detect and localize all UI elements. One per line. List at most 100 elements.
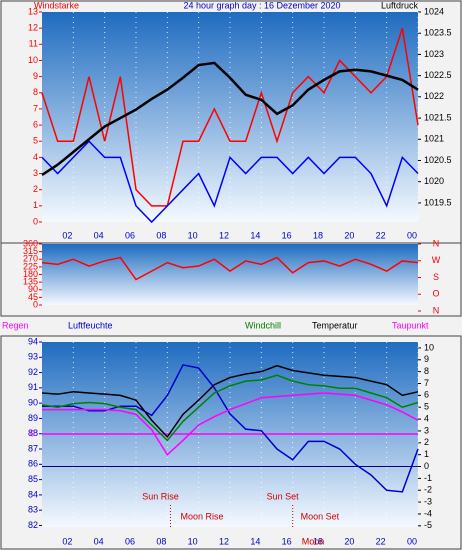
- y2-tick-label: 10: [424, 342, 434, 352]
- y2-tick-label: -4: [424, 508, 432, 518]
- y2-tick-label: 1022: [424, 91, 444, 101]
- y2-tick-label: 1019.5: [424, 197, 452, 207]
- y2-tick-label: N: [433, 305, 440, 315]
- y-tick-label: 360: [23, 238, 38, 248]
- x-tick-label: 16: [282, 230, 292, 240]
- y-tick-label: 225: [23, 261, 38, 271]
- x-tick-label: 04: [94, 536, 104, 546]
- y2-tick-label: W: [432, 255, 441, 265]
- x-tick-label: 22: [376, 230, 386, 240]
- y-tick-label: 270: [23, 254, 38, 264]
- legend-windchill: Windchill: [245, 320, 281, 330]
- x-tick-label: 06: [125, 536, 135, 546]
- annotation: Sun Set: [267, 491, 300, 501]
- y-tick-label: 90: [28, 398, 38, 408]
- y2-tick-label: 5: [424, 402, 429, 412]
- y2-tick-label: 1021: [424, 134, 444, 144]
- series-line: [41, 256, 419, 281]
- y2-tick-label: -5: [424, 520, 432, 530]
- y2-tick-label: 1023: [424, 49, 444, 59]
- left-axis-label: Windstarke: [34, 0, 79, 10]
- y-tick-label: 87: [28, 443, 38, 453]
- y-tick-label: 2: [33, 184, 38, 194]
- annotation: Moon Set: [301, 511, 340, 521]
- y2-tick-label: 8: [424, 366, 429, 376]
- legend-humidity: Luftfeuchte: [68, 320, 113, 330]
- y2-tick-label: 9: [424, 354, 429, 364]
- y-tick-label: 9: [33, 71, 38, 81]
- x-tick-label: 12: [219, 230, 229, 240]
- y-tick-label: 88: [28, 428, 38, 438]
- y2-tick-label: 7: [424, 378, 429, 388]
- legend-dewpoint: Taupunkt: [392, 320, 429, 330]
- y-tick-label: 0: [33, 299, 38, 309]
- panel-frame: [0, 242, 462, 317]
- y-tick-label: 315: [23, 246, 38, 256]
- y-tick-label: 7: [33, 103, 38, 113]
- y2-tick-label: 1023.5: [424, 28, 452, 38]
- y2-tick-label: S: [433, 272, 439, 282]
- y2-tick-label: 1021.5: [424, 112, 452, 122]
- y2-tick-label: 2: [424, 437, 429, 447]
- y-tick-label: 92: [28, 367, 38, 377]
- y2-tick-label: 6: [424, 390, 429, 400]
- x-tick-label: 02: [62, 536, 72, 546]
- annotation: Sun Rise: [142, 491, 179, 501]
- legend-rain: Regen: [2, 320, 29, 330]
- x-tick-label: 10: [188, 230, 198, 240]
- x-tick-label: 02: [62, 230, 72, 240]
- x-tick-label: 20: [344, 536, 354, 546]
- y-tick-label: 11: [29, 39, 38, 49]
- y-tick-label: 3: [33, 168, 38, 178]
- y-tick-label: 93: [28, 352, 38, 362]
- x-tick-label: 04: [94, 230, 104, 240]
- y-tick-label: 8: [33, 87, 38, 97]
- y-tick-label: 5: [33, 136, 38, 146]
- x-tick-label: 00: [407, 536, 417, 546]
- y-tick-label: 10: [28, 55, 38, 65]
- y-tick-label: 13: [28, 6, 38, 16]
- y-tick-label: 12: [28, 23, 38, 33]
- y-tick-label: 84: [28, 489, 38, 499]
- y-tick-label: 180: [23, 269, 38, 279]
- x-tick-label: 08: [156, 230, 166, 240]
- y2-tick-label: -2: [424, 485, 432, 495]
- y-tick-label: 83: [28, 505, 38, 515]
- y2-tick-label: 1020: [424, 176, 444, 186]
- y-tick-label: 0: [33, 216, 38, 226]
- y-tick-label: 90: [28, 284, 38, 294]
- y2-tick-label: 1020.5: [424, 155, 452, 165]
- y2-tick-label: N: [433, 238, 440, 248]
- y-tick-label: 4: [33, 152, 38, 162]
- x-tick-label: 10: [188, 536, 198, 546]
- y2-tick-label: 0: [424, 461, 429, 471]
- series-line: [41, 27, 419, 207]
- x-tick-label: 18: [313, 536, 323, 546]
- series-line: [41, 61, 419, 176]
- y-tick-label: 45: [28, 292, 38, 302]
- y-tick-label: 1: [33, 200, 38, 210]
- right-axis-label: Luftdruck: [381, 0, 419, 10]
- x-tick-label: 22: [376, 536, 386, 546]
- y-tick-label: 6: [33, 119, 38, 129]
- series-line: [41, 140, 419, 224]
- plot-area: [42, 244, 418, 305]
- series-line: [42, 392, 419, 456]
- series-line: [42, 364, 419, 493]
- y2-tick-label: -3: [424, 496, 432, 506]
- x-tick-label: 00: [407, 230, 417, 240]
- y2-tick-label: 1: [424, 449, 429, 459]
- y2-tick-label: 1022.5: [424, 70, 452, 80]
- x-tick-label: 14: [250, 230, 260, 240]
- chart-title: 24 hour graph day : 16 Dezember 2020: [183, 0, 340, 10]
- x-tick-label: 18: [313, 230, 323, 240]
- y-tick-label: 94: [28, 336, 38, 346]
- legend-temperature: Temperatur: [312, 320, 358, 330]
- y2-tick-label: 1024: [424, 6, 444, 16]
- x-tick-label: 12: [219, 536, 229, 546]
- x-tick-label: 08: [156, 536, 166, 546]
- y-tick-label: 86: [28, 459, 38, 469]
- y-tick-label: 89: [28, 413, 38, 423]
- y-tick-label: 82: [28, 520, 38, 530]
